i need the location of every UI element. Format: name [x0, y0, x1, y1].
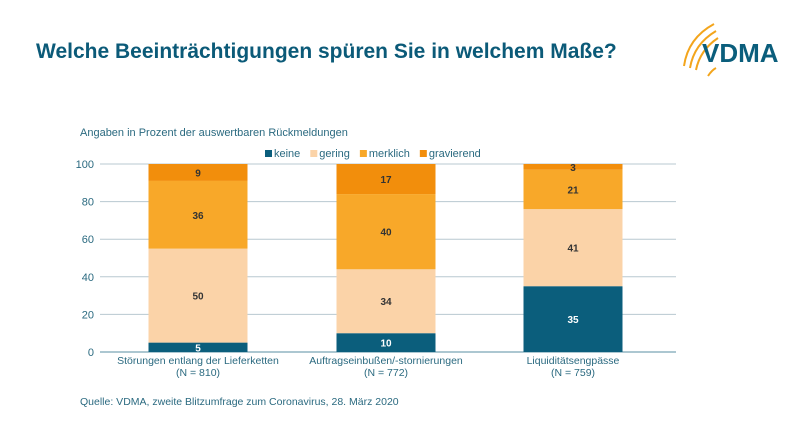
bar-segment-gering: [336, 269, 436, 334]
bar-segment-gravierend: [336, 164, 436, 195]
bar-segment-gering: [523, 209, 623, 287]
y-tick-label: 100: [76, 159, 94, 171]
legend-swatch-merklich: [359, 150, 367, 157]
data-label: 50: [192, 292, 204, 303]
data-label: 9: [195, 168, 201, 179]
data-label: 3: [570, 163, 576, 174]
bar-segment-keine: [523, 286, 623, 352]
x-category-label: Liquiditätsengpässe: [527, 355, 620, 367]
legend-swatch-keine: [265, 150, 272, 157]
data-label: 21: [567, 185, 579, 196]
chart-subtitle: Angaben in Prozent der auswertbaren Rück…: [80, 127, 348, 139]
legend-label: gravierend: [429, 148, 481, 160]
page-title: Welche Beeinträchtigungen spüren Sie in …: [36, 40, 617, 63]
bar-segment-keine: [336, 333, 436, 352]
data-label: 41: [567, 244, 579, 255]
y-tick-label: 80: [82, 197, 94, 209]
source-note: Quelle: VDMA, zweite Blitzumfrage zum Co…: [80, 396, 399, 408]
bar-segment-gravierend: [148, 164, 248, 181]
data-label: 5: [195, 343, 201, 354]
bar-segment-merklich: [148, 180, 248, 249]
legend-label: keine: [274, 148, 300, 160]
y-tick-label: 60: [82, 234, 94, 246]
legend-swatch-gering: [310, 150, 318, 157]
x-category-label: (N = 810): [176, 367, 220, 379]
bar-segment-merklich: [336, 194, 436, 270]
data-label: 10: [380, 339, 392, 350]
bar-segment-gravierend: [523, 164, 623, 170]
data-label: 35: [567, 315, 579, 326]
data-label: 40: [380, 228, 392, 239]
legend-label: merklich: [369, 148, 410, 160]
legend-label: gering: [319, 148, 350, 160]
bar-segment-gering: [148, 248, 248, 343]
bar-segment-keine: [148, 342, 248, 352]
x-category-label: Störungen entlang der Lieferketten: [117, 355, 279, 367]
y-tick-label: 20: [82, 309, 94, 321]
data-label: 36: [192, 211, 204, 222]
svg-text:VDMA: VDMA: [702, 38, 779, 68]
data-label: 34: [380, 297, 392, 308]
x-category-label: Auftragseinbußen/-stornierungen: [309, 355, 463, 367]
y-tick-label: 40: [82, 272, 94, 284]
vdma-logo: VDMA: [683, 23, 779, 77]
data-label: 17: [380, 175, 392, 186]
bar-segment-merklich: [523, 169, 623, 210]
x-category-label: (N = 772): [364, 367, 408, 379]
legend-swatch-gravierend: [419, 150, 427, 157]
x-category-label: (N = 759): [551, 367, 595, 379]
y-tick-label: 0: [88, 347, 94, 359]
